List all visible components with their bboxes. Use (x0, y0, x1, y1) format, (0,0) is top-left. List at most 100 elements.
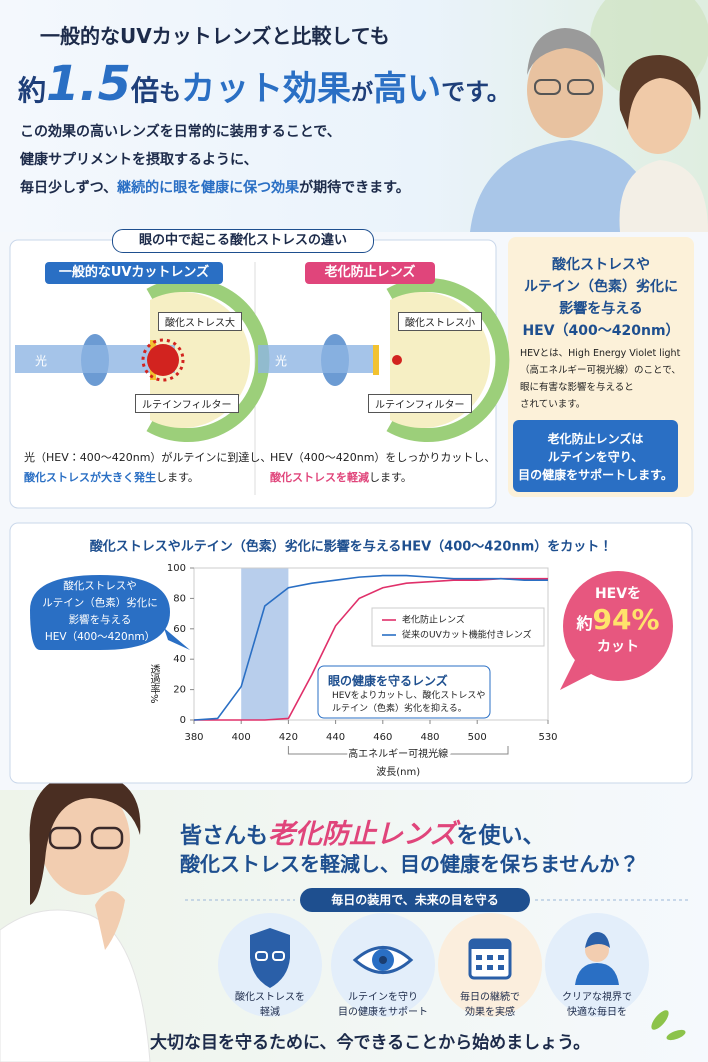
bubble-line: ルテイン（色素）劣化に (42, 597, 158, 609)
benefit-line: 目の健康をサポート (338, 1007, 428, 1018)
desc-line: 酸化ストレスを軽減します。 (270, 468, 495, 488)
y-tick-label: 40 (173, 654, 186, 665)
chart-title: 酸化ストレスやルテイン（色素）劣化に影響を与えるHEV（400〜420nm）をカ… (90, 539, 613, 555)
benefit-line: 酸化ストレスを (235, 992, 305, 1003)
header-part: も (159, 81, 182, 106)
body-part: 毎日少しずつ、 (20, 180, 118, 196)
comparison-title: 眼の中で起こる酸化ストレスの違い (112, 229, 374, 253)
hev-title-line: HEV（400〜420nm） (522, 323, 680, 339)
callout-title: 眼の健康を守るレンズ (328, 674, 448, 688)
hev-note-line: されています。 (520, 399, 586, 410)
header-part: カット効果 (181, 69, 352, 109)
hev-note-line: HEVとは、High Energy Violet light (520, 348, 681, 359)
desc-line: HEV（400〜420nm）をしっかりカットし、 (270, 451, 496, 464)
badge-value: 94% (592, 603, 660, 636)
desc-line: 光（HEV：400〜420nm）がルテインに到達し、 (24, 451, 272, 464)
header-part: が (351, 81, 374, 106)
header-part: 高い (373, 69, 442, 109)
benefit-line: 効果を実感 (465, 1007, 515, 1018)
desc-line: 酸化ストレスが大きく発生します。 (24, 468, 271, 488)
light-label: 光 (275, 354, 288, 368)
badge-line: 約94% (563, 603, 673, 636)
hev-note-line: 眼に有害な影響を与えると (520, 382, 634, 393)
plot-frame (193, 567, 549, 721)
right-label: 老化防止レンズ (305, 262, 435, 284)
benefit: 酸化ストレスを 軽減 (215, 990, 325, 1020)
body-part: が期待できます。 (299, 180, 410, 196)
y-tick-label: 100 (167, 563, 186, 574)
right-desc: HEV（400〜420nm）をしっかりカットし、 酸化ストレスを軽減します。 (270, 448, 495, 488)
x-tick-label: 400 (232, 732, 251, 743)
hev-band (241, 568, 289, 720)
body-highlight: 継続的に眼を健康に保つ効果 (117, 180, 300, 196)
band-label: 高エネルギー可視光線 (348, 747, 448, 760)
legend-label: 従来のUVカット機能付きレンズ (402, 629, 532, 641)
x-tick-label: 460 (373, 732, 392, 743)
hev-message: 老化防止レンズは ルテインを守り、 目の健康をサポートします。 (513, 430, 678, 484)
stress-tag: 酸化ストレス大 (158, 312, 242, 331)
benefit: ルテインを守り 目の健康をサポート (328, 990, 438, 1020)
hev-note-line: （高エネルギー可視光線）のことで、 (520, 365, 681, 376)
chart-bubble: 酸化ストレスや ルテイン（色素）劣化に 影響を与える HEV（400〜420nm… (30, 578, 170, 646)
benefit-icons (218, 913, 649, 1017)
header-part: 1.5 (46, 56, 132, 112)
filter-tag: ルテインフィルター (135, 394, 239, 413)
header-part: 約 (18, 74, 47, 107)
header-part: です。 (441, 78, 511, 106)
y-axis-label: 透過率% (148, 664, 159, 704)
x-tick-label: 440 (326, 732, 345, 743)
hev-title-line: 酸化ストレスや (552, 257, 650, 273)
couple-photo (470, 0, 708, 232)
desc-highlight: 酸化ストレスを軽減 (270, 471, 369, 484)
badge-part: 約 (576, 614, 593, 633)
cta-part: 皆さんも (180, 824, 269, 849)
desc-part: します。 (156, 471, 199, 484)
cta-headline2: 酸化ストレスを軽減し、目の健康を保ちませんか？ (180, 852, 640, 876)
hev-note: HEVとは、High Energy Violet light （高エネルギー可視… (520, 345, 681, 413)
hev-title-line: ルテイン（色素）劣化に (524, 279, 678, 295)
bubble-line: 酸化ストレスや (63, 580, 137, 592)
header-body: この効果の高いレンズを日常的に装用することで、 健康サプリメントを摂取するように… (20, 118, 410, 202)
filter-tag: ルテインフィルター (368, 394, 472, 413)
badge-line: カット (597, 639, 639, 655)
cta-headline1: 皆さんも老化防止レンズを使い、 (180, 812, 545, 851)
light-label: 光 (35, 354, 48, 368)
hev-message-line: 老化防止レンズは (547, 432, 644, 446)
x-tick-label: 380 (184, 732, 203, 743)
badge: HEVを 約94% カット (563, 583, 673, 656)
benefit-line: クリアな視界で (562, 992, 632, 1003)
benefit-line: 毎日の継続で (460, 992, 520, 1003)
x-tick-label: 530 (538, 732, 557, 743)
header-part: 倍 (131, 74, 160, 107)
body-line: この効果の高いレンズを日常的に装用することで、 (20, 124, 341, 140)
hev-title: 酸化ストレスや ルテイン（色素）劣化に 影響を与える HEV（400〜420nm… (508, 254, 694, 342)
callout-line: ルテイン（色素）劣化を抑える。 (332, 704, 467, 714)
y-tick-label: 0 (180, 715, 186, 726)
x-axis-label: 波長(nm) (376, 765, 420, 778)
footer: 大切な目を守るために、今できることから始めましょう。 (150, 1033, 591, 1053)
badge-line: HEVを (594, 586, 642, 602)
desc-part: します。 (369, 471, 412, 484)
left-label: 一般的なUVカットレンズ (45, 262, 223, 284)
cta-pill: 毎日の装用で、未来の目を守る (331, 893, 499, 907)
body-line: 毎日少しずつ、継続的に眼を健康に保つ効果が期待できます。 (20, 174, 410, 202)
cta-highlight: 老化防止レンズ (268, 819, 457, 850)
hev-message-line: 目の健康をサポートします。 (518, 468, 673, 482)
x-tick-label: 500 (468, 732, 487, 743)
body-line: 健康サプリメントを摂取するように、 (20, 152, 258, 168)
benefit-line: 軽減 (260, 1007, 280, 1018)
y-tick-label: 80 (173, 593, 186, 604)
woman-photo (0, 772, 151, 1062)
header-line2: 約1.5倍もカット効果が高いです。 (18, 56, 511, 112)
desc-highlight: 酸化ストレスが大きく発生 (24, 471, 156, 484)
benefit-line: 快適な毎日を (567, 1007, 627, 1018)
series-line (193, 574, 548, 721)
x-tick-label: 420 (279, 732, 298, 743)
x-tick-label: 480 (420, 732, 439, 743)
benefit: クリアな視界で 快適な毎日を (542, 990, 652, 1020)
header-line1: 一般的なUVカットレンズと比較しても (40, 24, 390, 48)
band-bracket (287, 746, 509, 755)
legend-label: 老化防止レンズ (402, 614, 465, 626)
benefit-line: ルテインを守り (348, 992, 418, 1003)
stress-tag: 酸化ストレス小 (398, 312, 482, 331)
